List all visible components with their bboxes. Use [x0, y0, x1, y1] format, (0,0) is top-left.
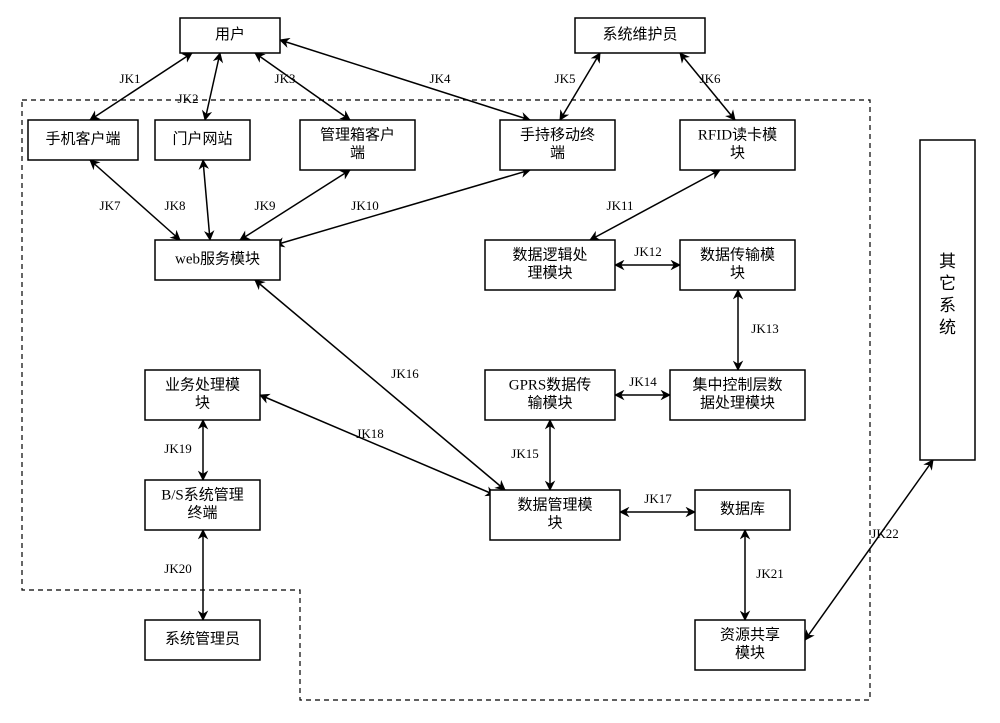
system-architecture-diagram: 用户系统维护员手机客户端门户网站管理箱客户端手持移动终端RFID读卡模块web服… — [0, 0, 1000, 723]
edge-JK18 — [260, 395, 495, 495]
node-dtrans: 数据传输模块 — [680, 240, 795, 290]
node-gprs-label-2: 输模块 — [527, 394, 572, 411]
edge-label-JK1: JK1 — [120, 71, 141, 86]
node-logic: 数据逻辑处理模块 — [485, 240, 615, 290]
node-handheld-label-2: 端 — [550, 144, 565, 161]
node-bizproc-label-2: 块 — [195, 394, 210, 411]
node-logic-label-1: 数据逻辑处 — [512, 246, 587, 263]
edge-JK16 — [255, 280, 505, 490]
edge-label-JK21: JK21 — [756, 566, 783, 581]
edge-JK5 — [560, 53, 600, 120]
edge-label-JK22: JK22 — [871, 526, 898, 541]
node-maint-label: 系统维护员 — [602, 26, 677, 43]
edge-label-JK13: JK13 — [751, 321, 778, 336]
node-portal-label: 门户网站 — [172, 130, 232, 147]
node-share-label-2: 模块 — [735, 644, 765, 661]
edge-label-JK9: JK9 — [255, 198, 276, 213]
edge-label-JK20: JK20 — [164, 561, 191, 576]
node-other-label: 统 — [939, 318, 956, 337]
node-websvc: web服务模块 — [155, 240, 280, 280]
node-mobile-label: 手机客户端 — [45, 130, 120, 147]
node-bizproc: 业务处理模块 — [145, 370, 260, 420]
node-rfid: RFID读卡模块 — [680, 120, 795, 170]
edge-label-JK18: JK18 — [356, 426, 383, 441]
node-ccl: 集中控制层数据处理模块 — [670, 370, 805, 420]
edge-JK22 — [805, 460, 933, 640]
edge-label-JK6: JK6 — [700, 71, 721, 86]
node-datamgmt-label-2: 块 — [547, 514, 562, 531]
node-rfid-label-1: RFID读卡模 — [698, 126, 777, 143]
node-user: 用户 — [180, 18, 280, 53]
node-portal: 门户网站 — [155, 120, 250, 160]
node-gprs: GPRS数据传输模块 — [485, 370, 615, 420]
node-other-label: 系 — [939, 296, 956, 315]
node-share: 资源共享模块 — [695, 620, 805, 670]
edge-label-JK15: JK15 — [511, 446, 538, 461]
edge-label-JK14: JK14 — [629, 374, 657, 389]
node-rfid-label-2: 块 — [730, 144, 745, 161]
edge-label-JK5: JK5 — [555, 71, 576, 86]
edge-label-JK8: JK8 — [165, 198, 186, 213]
node-bs: B/S系统管理终端 — [145, 480, 260, 530]
edge-JK1 — [90, 53, 192, 120]
node-dtrans-label-1: 数据传输模 — [700, 246, 775, 263]
edge-JK10 — [275, 170, 530, 245]
node-logic-label-2: 理模块 — [527, 264, 572, 281]
node-other-label: 其 — [939, 252, 956, 271]
edge-label-JK19: JK19 — [164, 441, 191, 456]
edge-label-JK2: JK2 — [178, 91, 199, 106]
node-handheld-label-1: 手持移动终 — [520, 126, 595, 143]
node-db-label: 数据库 — [720, 500, 765, 517]
node-datamgmt-label-1: 数据管理模 — [517, 496, 592, 513]
node-dtrans-label-2: 块 — [730, 264, 745, 281]
node-mbox-label-1: 管理箱客户 — [320, 126, 395, 143]
edge-JK3 — [255, 53, 350, 120]
edge-label-JK10: JK10 — [351, 198, 378, 213]
node-other-label: 它 — [939, 274, 956, 293]
node-share-label-1: 资源共享 — [720, 626, 780, 643]
node-admin-label: 系统管理员 — [165, 630, 240, 647]
edge-JK6 — [680, 53, 735, 120]
edge-label-JK4: JK4 — [430, 71, 451, 86]
edge-label-JK3: JK3 — [275, 71, 296, 86]
edge-JK8 — [203, 160, 210, 240]
edge-JK4 — [280, 40, 530, 120]
node-ccl-label-1: 集中控制层数 — [692, 376, 782, 393]
node-user-label: 用户 — [215, 26, 245, 43]
node-admin: 系统管理员 — [145, 620, 260, 660]
node-bs-label-2: 终端 — [187, 504, 217, 521]
edge-label-JK11: JK11 — [607, 198, 634, 213]
node-mbox: 管理箱客户端 — [300, 120, 415, 170]
node-websvc-label: web服务模块 — [175, 250, 260, 267]
node-ccl-label-2: 据处理模块 — [700, 394, 775, 411]
node-mobile: 手机客户端 — [28, 120, 138, 160]
node-handheld: 手持移动终端 — [500, 120, 615, 170]
node-db: 数据库 — [695, 490, 790, 530]
node-gprs-label-1: GPRS数据传 — [509, 376, 592, 393]
node-bizproc-label-1: 业务处理模 — [165, 376, 240, 393]
node-maint: 系统维护员 — [575, 18, 705, 53]
node-mbox-label-2: 端 — [350, 144, 365, 161]
edge-label-JK12: JK12 — [634, 244, 661, 259]
edge-label-JK16: JK16 — [391, 366, 419, 381]
edge-label-JK7: JK7 — [100, 198, 121, 213]
edge-JK2 — [205, 53, 220, 120]
node-datamgmt: 数据管理模块 — [490, 490, 620, 540]
edge-label-JK17: JK17 — [644, 491, 672, 506]
node-bs-label-1: B/S系统管理 — [161, 486, 244, 503]
node-other: 其它系统 — [920, 140, 975, 460]
